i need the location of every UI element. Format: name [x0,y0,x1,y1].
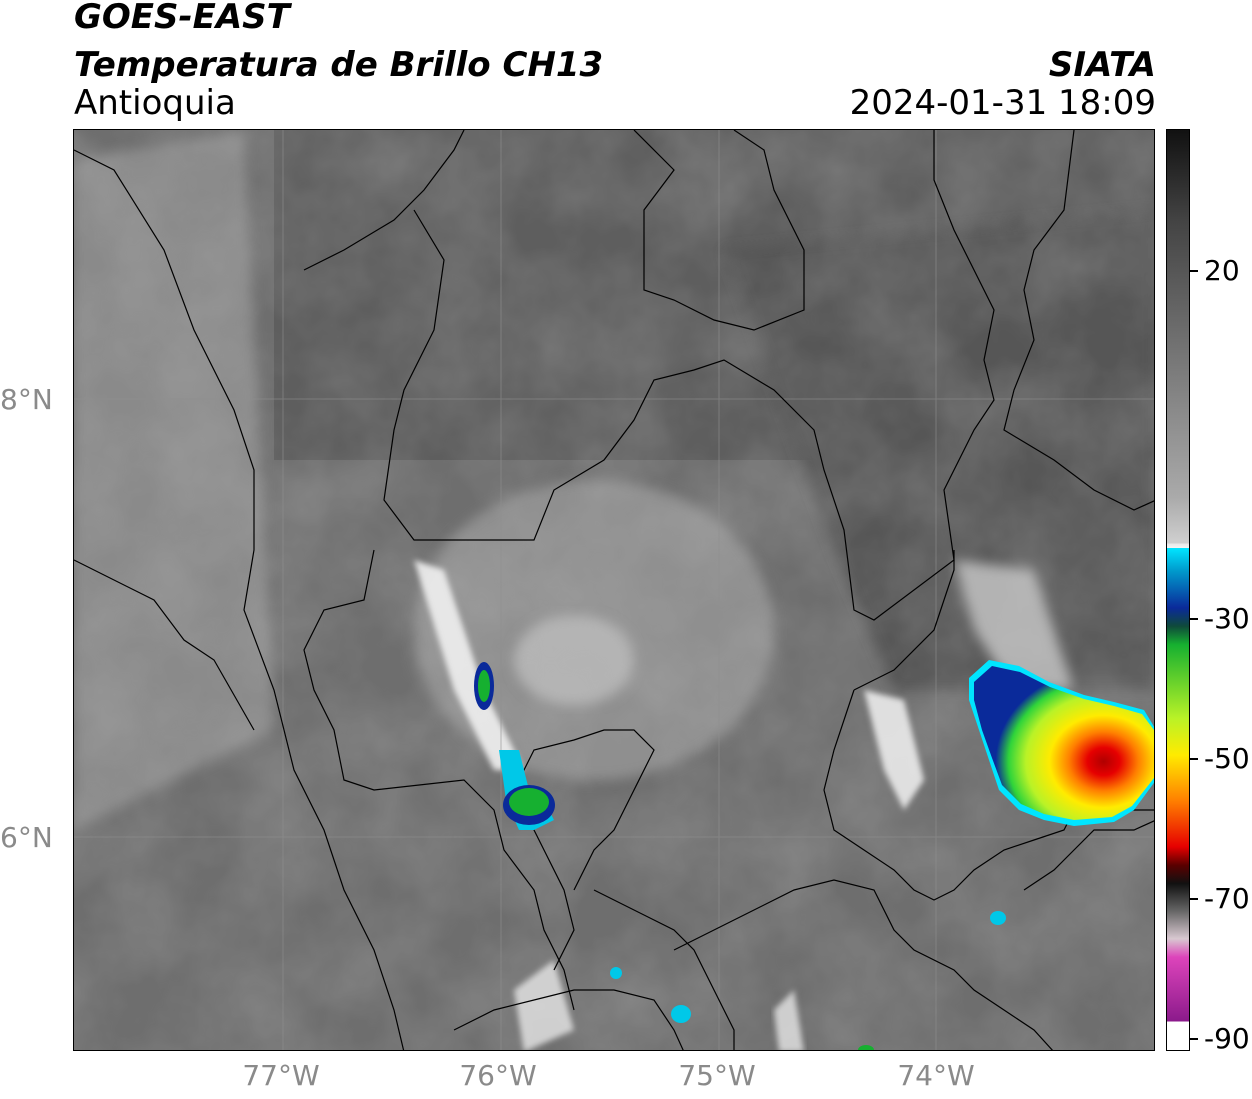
admin-boundaries [74,130,1154,1050]
timestamp-label: 2024-01-31 18:09 [849,83,1156,123]
colorbar-tick-mark [1190,1038,1198,1040]
colorbar-tick-label: -90 [1204,1022,1250,1055]
colorbar-gradient [1167,130,1189,1049]
longitude-label: 74°W [897,1059,975,1092]
cloud-band [954,560,1074,690]
colorbar-tick-mark [1190,270,1198,272]
storm-cell [969,660,1154,826]
colorbar-tick-label: -70 [1204,882,1250,915]
cold-cells [474,662,1006,1050]
colorbar-tick-mark [1190,898,1198,900]
satellite-title: GOES-EAST [74,0,290,37]
satellite-map[interactable] [73,129,1155,1051]
colorbar [1166,129,1190,1051]
graticule [74,130,1154,1050]
longitude-label: 77°W [242,1059,320,1092]
latitude-label: 8°N [0,383,53,416]
latitude-label: 6°N [0,821,53,854]
colorbar-tick-label: 20 [1204,254,1240,287]
cloud-band [514,960,574,1050]
longitude-label: 76°W [459,1059,537,1092]
cloud-band [864,690,924,810]
product-title: Temperatura de Brillo CH13 [74,45,604,85]
colorbar-tick-label: -30 [1204,602,1250,635]
colorbar-tick-mark [1190,618,1198,620]
cloud-band [774,990,804,1050]
region-label: Antioquia [74,83,236,123]
cloud-band [414,560,524,770]
colorbar-tick-mark [1190,758,1198,760]
colorbar-tick-label: -50 [1204,742,1250,775]
brand-label: SIATA [1048,45,1156,85]
longitude-label: 75°W [678,1059,756,1092]
map-image [74,130,1154,1050]
